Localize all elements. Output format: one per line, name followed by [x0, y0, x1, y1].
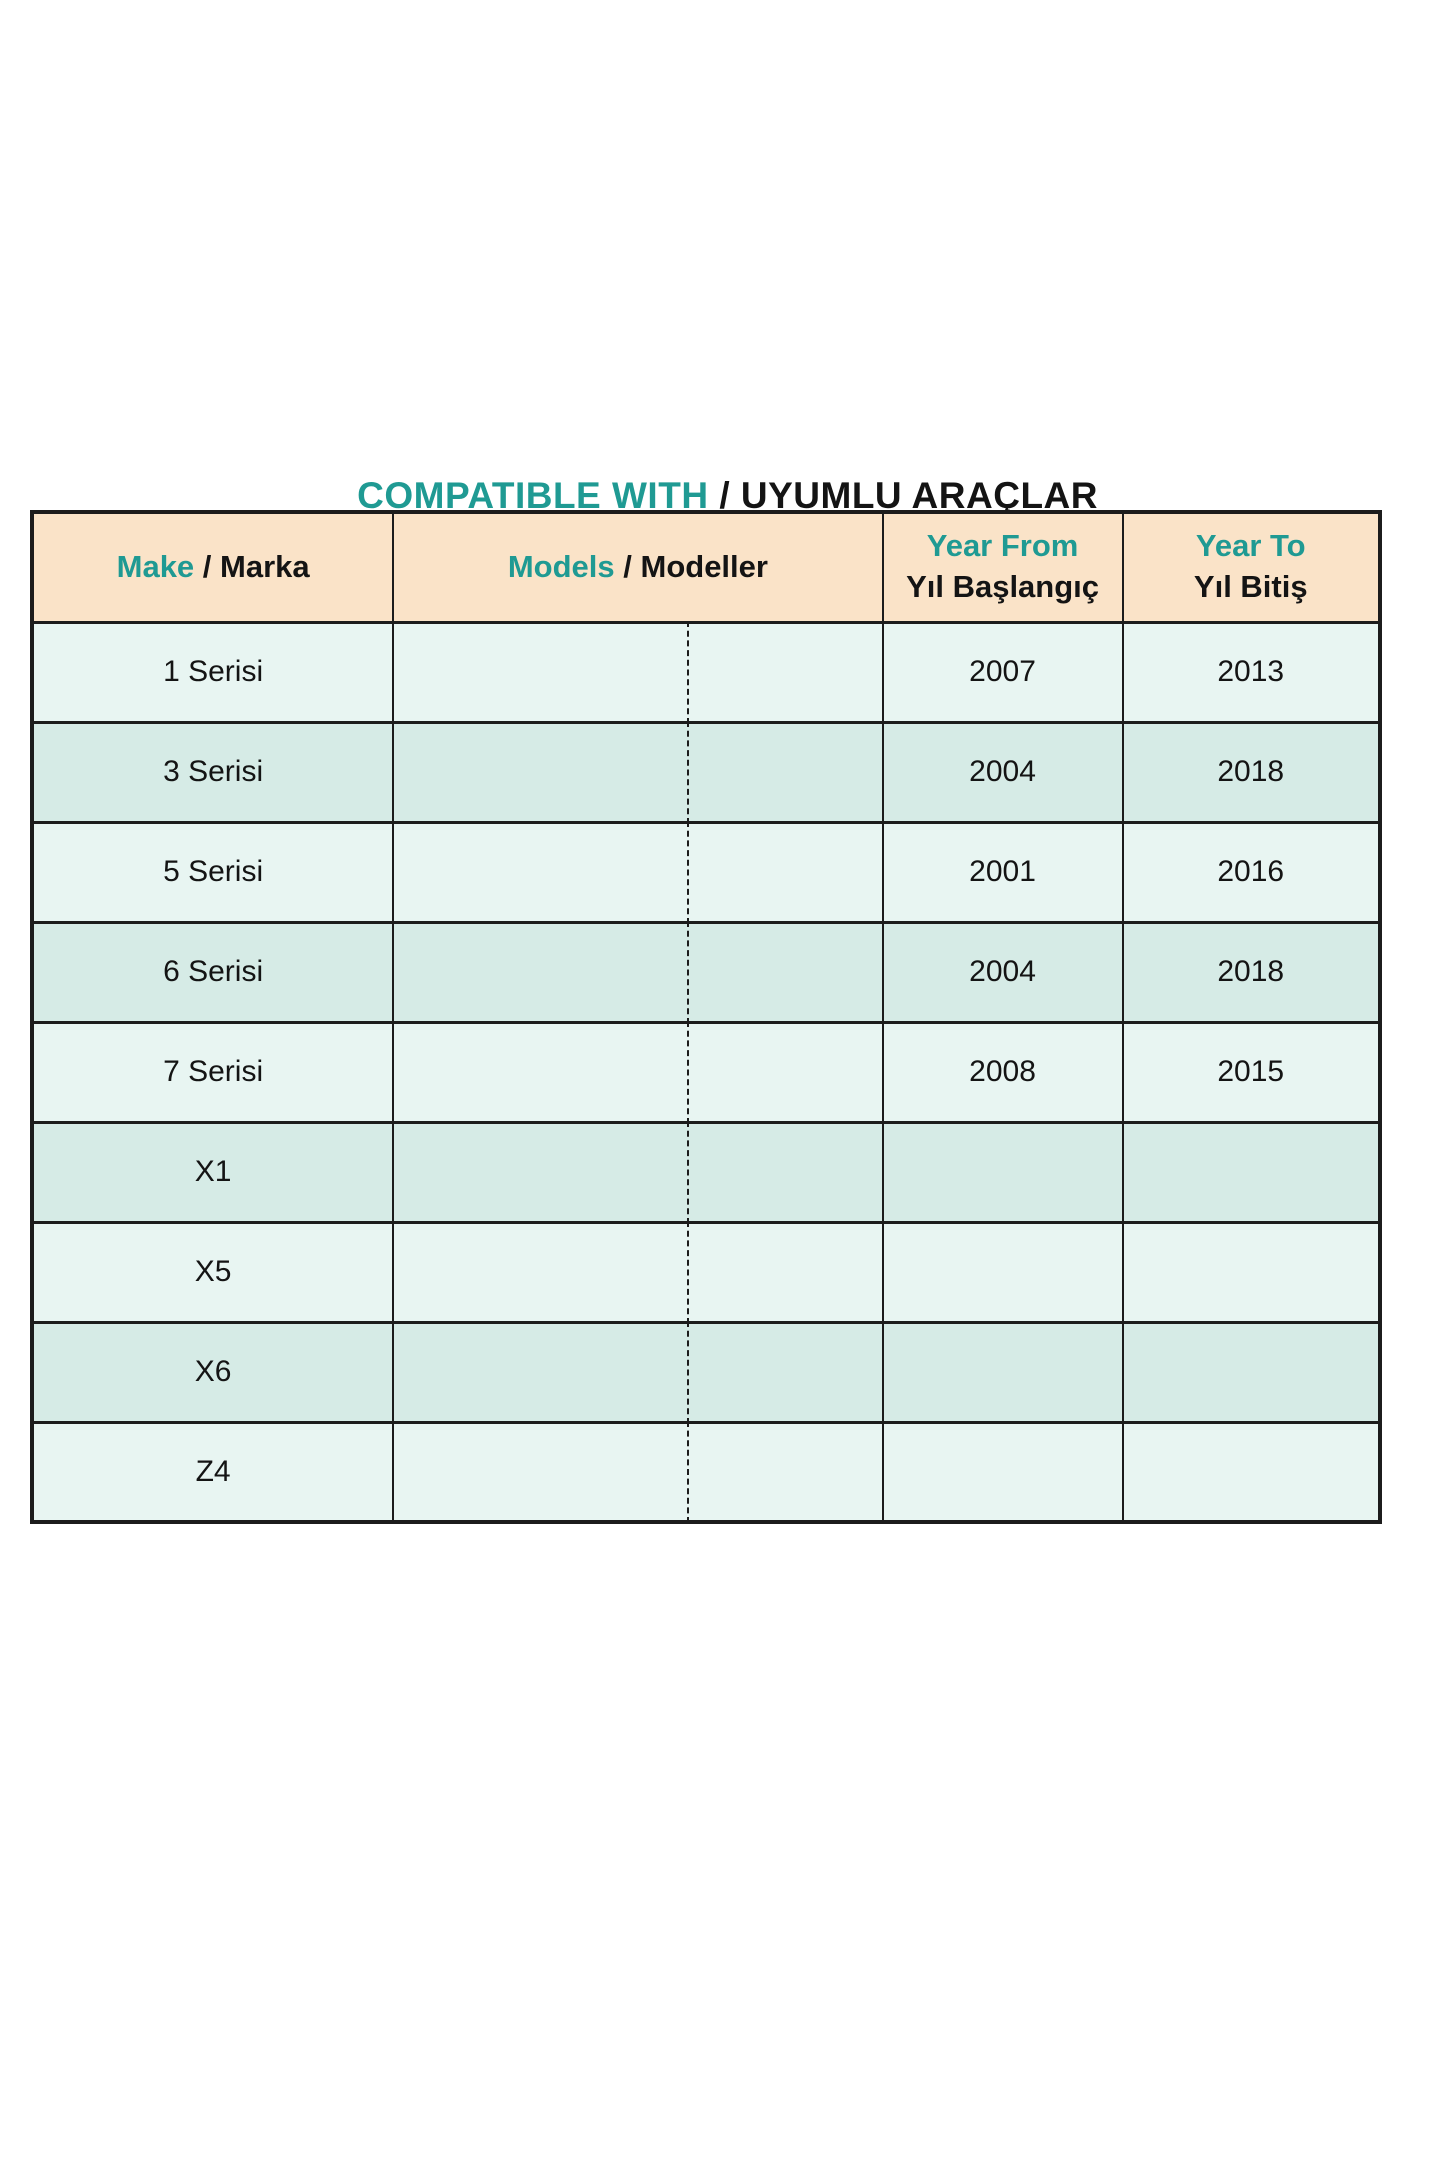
table-row: 6 Serisi 2004 2018 [30, 920, 1382, 1024]
header-year-to: Year To Yıl Bitiş [1121, 510, 1382, 624]
year-from-cell: 2001 [881, 820, 1124, 924]
year-from-value: 2008 [969, 1055, 1036, 1088]
header-make-english: Make [116, 549, 195, 585]
models-cell [392, 720, 884, 824]
models-cell [392, 820, 884, 924]
compatibility-table-body: 1 Serisi 2007 2013 3 Serisi 2004 2018 5 … [30, 620, 1382, 1524]
year-to-value: 2015 [1217, 1055, 1285, 1088]
make-value: X5 [194, 1255, 232, 1288]
header-make: Make / Marka [30, 510, 395, 624]
table-row: 3 Serisi 2004 2018 [30, 720, 1382, 824]
year-to-cell: 2018 [1121, 920, 1382, 1024]
models-dashed-divider [686, 1320, 689, 1424]
year-from-cell [881, 1220, 1124, 1324]
header-models-separator: / [614, 549, 641, 585]
models-dashed-divider [686, 920, 689, 1024]
models-cell [392, 620, 884, 724]
models-dashed-divider [686, 1220, 689, 1324]
make-value: 5 Serisi [163, 855, 264, 888]
year-to-value: 2016 [1217, 855, 1285, 888]
year-from-cell: 2004 [881, 720, 1124, 824]
make-cell: 7 Serisi [30, 1020, 395, 1124]
header-models: Models / Modeller [392, 510, 884, 624]
page-title: COMPATIBLE WITH / UYUMLU ARAÇLAR [30, 433, 1382, 559]
make-cell: 6 Serisi [30, 920, 395, 1024]
year-from-cell: 2008 [881, 1020, 1124, 1124]
table-row: X5 [30, 1220, 1382, 1324]
make-value: X6 [194, 1355, 232, 1388]
year-to-cell: 2016 [1121, 820, 1382, 924]
header-year-to-english: Year To [1195, 528, 1306, 564]
year-to-cell: 2013 [1121, 620, 1382, 724]
make-value: 7 Serisi [163, 1055, 264, 1088]
models-cell [392, 1220, 884, 1324]
table-row: X1 [30, 1120, 1382, 1224]
year-to-cell: 2018 [1121, 720, 1382, 824]
table-row: Z4 [30, 1420, 1382, 1524]
year-to-cell [1121, 1320, 1382, 1424]
compatibility-table-wrap: Make / Marka Models / Modeller Year From… [30, 510, 1382, 1524]
models-cell [392, 1020, 884, 1124]
header-year-to-turkish: Yıl Bitiş [1193, 569, 1308, 605]
models-dashed-divider [686, 820, 689, 924]
year-from-cell: 2007 [881, 620, 1124, 724]
page-title-english: COMPATIBLE WITH [357, 475, 709, 516]
header-row: Make / Marka Models / Modeller Year From… [30, 510, 1382, 624]
make-cell: X1 [30, 1120, 395, 1224]
header-make-separator: / [194, 549, 221, 585]
models-cell [392, 1420, 884, 1524]
make-value: 6 Serisi [163, 955, 264, 988]
header-year-from-english: Year From [926, 528, 1079, 564]
models-cell [392, 1120, 884, 1224]
page-title-separator: / [708, 475, 741, 516]
models-dashed-divider [686, 720, 689, 824]
models-dashed-divider [686, 620, 689, 724]
make-value: Z4 [195, 1454, 231, 1488]
models-dashed-divider [686, 1420, 689, 1523]
year-from-cell [881, 1420, 1124, 1524]
table-row: 1 Serisi 2007 2013 [30, 620, 1382, 724]
year-from-value: 2007 [969, 655, 1036, 688]
make-cell: 3 Serisi [30, 720, 395, 824]
header-models-english: Models [507, 549, 615, 585]
year-from-cell [881, 1120, 1124, 1224]
year-from-value: 2004 [969, 955, 1036, 988]
make-cell: X5 [30, 1220, 395, 1324]
header-year-from: Year From Yıl Başlangıç [881, 510, 1124, 624]
models-dashed-divider [686, 1020, 689, 1124]
models-cell [392, 1320, 884, 1424]
year-from-value: 2001 [969, 855, 1036, 888]
make-value: 3 Serisi [163, 755, 264, 788]
make-cell: Z4 [30, 1420, 395, 1524]
year-to-cell: 2015 [1121, 1020, 1382, 1124]
models-cell [392, 920, 884, 1024]
table-row: X6 [30, 1320, 1382, 1424]
year-to-cell [1121, 1120, 1382, 1224]
make-value: 1 Serisi [163, 655, 264, 688]
table-row: 5 Serisi 2001 2016 [30, 820, 1382, 924]
header-models-turkish: Modeller [640, 549, 768, 585]
year-from-cell: 2004 [881, 920, 1124, 1024]
page-title-turkish: UYUMLU ARAÇLAR [740, 475, 1098, 516]
models-dashed-divider [686, 1120, 689, 1224]
year-from-value: 2004 [969, 755, 1036, 788]
year-to-value: 2018 [1217, 755, 1285, 788]
year-to-cell [1121, 1220, 1382, 1324]
header-make-turkish: Marka [220, 549, 310, 585]
make-cell: X6 [30, 1320, 395, 1424]
year-to-value: 2013 [1217, 655, 1285, 688]
table-row: 7 Serisi 2008 2015 [30, 1020, 1382, 1124]
make-value: X1 [194, 1155, 232, 1188]
make-cell: 5 Serisi [30, 820, 395, 924]
year-to-value: 2018 [1217, 955, 1285, 988]
compatibility-table-header: Make / Marka Models / Modeller Year From… [30, 510, 1382, 624]
compatibility-table: Make / Marka Models / Modeller Year From… [30, 510, 1382, 1524]
make-cell: 1 Serisi [30, 620, 395, 724]
header-year-from-turkish: Yıl Başlangıç [906, 569, 1100, 605]
year-from-cell [881, 1320, 1124, 1424]
year-to-cell [1121, 1420, 1382, 1524]
